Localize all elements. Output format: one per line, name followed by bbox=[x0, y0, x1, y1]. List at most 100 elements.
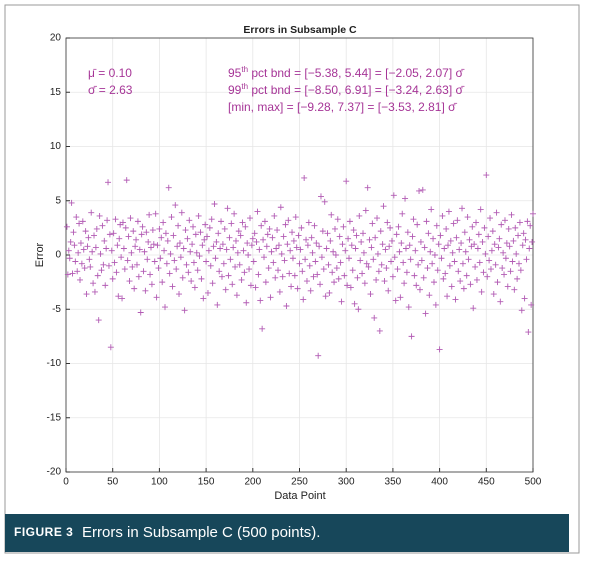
point bbox=[247, 282, 254, 289]
point bbox=[64, 271, 71, 278]
point bbox=[455, 268, 462, 275]
point bbox=[349, 267, 356, 274]
point bbox=[213, 238, 220, 245]
point bbox=[402, 195, 409, 202]
point bbox=[522, 236, 529, 243]
point bbox=[326, 289, 333, 296]
point bbox=[253, 238, 260, 245]
point bbox=[318, 254, 325, 261]
point bbox=[160, 219, 167, 226]
point bbox=[163, 260, 170, 267]
point bbox=[180, 245, 187, 252]
point bbox=[471, 241, 478, 248]
point bbox=[370, 256, 377, 263]
point bbox=[111, 259, 118, 266]
point bbox=[354, 274, 361, 281]
point bbox=[78, 260, 85, 267]
caption-bar bbox=[5, 514, 569, 552]
point bbox=[315, 352, 322, 359]
point bbox=[356, 212, 363, 219]
point bbox=[162, 304, 169, 311]
point bbox=[224, 205, 231, 212]
point bbox=[157, 255, 164, 262]
point bbox=[124, 257, 131, 264]
point bbox=[198, 275, 205, 282]
point bbox=[410, 216, 417, 223]
point bbox=[279, 273, 286, 280]
point bbox=[382, 246, 389, 253]
point bbox=[91, 232, 98, 239]
point bbox=[118, 254, 125, 261]
point bbox=[436, 346, 443, 353]
point bbox=[340, 223, 347, 230]
point bbox=[423, 218, 430, 225]
point bbox=[317, 281, 324, 288]
point bbox=[74, 268, 81, 275]
point bbox=[388, 258, 395, 265]
point bbox=[226, 234, 233, 241]
point bbox=[478, 288, 485, 295]
point bbox=[431, 252, 438, 258]
point bbox=[482, 250, 489, 257]
point bbox=[342, 247, 349, 254]
point bbox=[331, 225, 338, 232]
point bbox=[345, 235, 352, 242]
point bbox=[369, 220, 376, 227]
point bbox=[512, 224, 519, 231]
point bbox=[93, 225, 100, 232]
point bbox=[514, 275, 521, 282]
point bbox=[415, 261, 422, 268]
point bbox=[406, 242, 413, 249]
x-tick-label: 300 bbox=[338, 477, 355, 488]
point bbox=[189, 241, 196, 248]
point bbox=[519, 242, 526, 249]
point bbox=[453, 234, 460, 241]
point bbox=[287, 247, 294, 254]
point bbox=[282, 221, 289, 228]
point bbox=[106, 231, 113, 238]
point bbox=[488, 247, 495, 254]
point bbox=[324, 230, 331, 237]
point bbox=[485, 233, 492, 240]
point bbox=[491, 241, 498, 248]
point bbox=[322, 293, 329, 300]
x-tick-label: 500 bbox=[525, 477, 542, 488]
point bbox=[87, 263, 94, 270]
point bbox=[439, 212, 446, 219]
point bbox=[133, 236, 140, 243]
point bbox=[451, 258, 458, 265]
point bbox=[467, 281, 474, 288]
point bbox=[231, 210, 238, 217]
point bbox=[84, 243, 91, 250]
point bbox=[367, 291, 374, 298]
point bbox=[115, 293, 122, 300]
point bbox=[391, 254, 398, 261]
point bbox=[520, 230, 527, 237]
point bbox=[372, 234, 379, 241]
point bbox=[459, 205, 466, 212]
point bbox=[147, 271, 154, 278]
point bbox=[238, 276, 245, 283]
point bbox=[146, 211, 153, 218]
point bbox=[126, 278, 133, 285]
point bbox=[511, 286, 518, 293]
point bbox=[214, 301, 221, 308]
point bbox=[517, 267, 524, 274]
point bbox=[330, 248, 337, 255]
point bbox=[417, 238, 424, 245]
point bbox=[232, 237, 239, 244]
point bbox=[346, 255, 353, 262]
point bbox=[462, 248, 469, 255]
point bbox=[289, 229, 296, 236]
point bbox=[331, 279, 338, 286]
point bbox=[170, 232, 177, 239]
point bbox=[269, 234, 276, 241]
point bbox=[341, 272, 348, 279]
superscript: th bbox=[241, 65, 248, 74]
point bbox=[392, 297, 399, 304]
point bbox=[476, 259, 483, 266]
point bbox=[317, 193, 324, 200]
point bbox=[301, 174, 308, 181]
point bbox=[240, 247, 247, 254]
point bbox=[486, 257, 493, 264]
